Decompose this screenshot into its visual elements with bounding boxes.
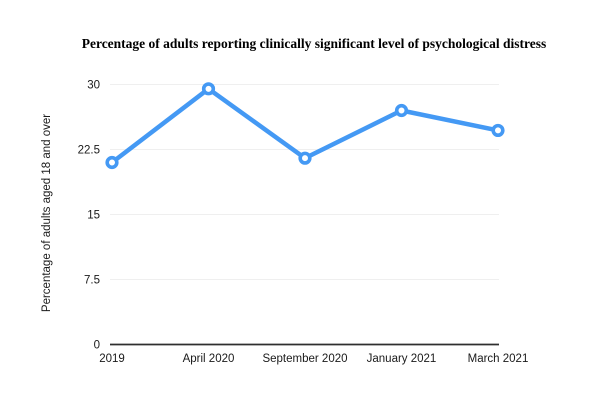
x-tick-label: March 2021 <box>468 353 529 365</box>
gridlines <box>110 84 499 280</box>
x-tick-label: 2019 <box>99 353 125 365</box>
series-line <box>109 86 501 165</box>
data-point-marker <box>491 123 505 138</box>
y-axis-labels: 0 7.5 15 22.5 30 <box>78 80 100 352</box>
chart-title: Percentage of adults reporting clinicall… <box>82 36 547 51</box>
data-point-marker <box>394 103 409 118</box>
data-point-marker <box>298 151 312 165</box>
x-tick-label: September 2020 <box>262 353 347 365</box>
y-tick-label: 7.5 <box>84 275 100 287</box>
series-path <box>109 86 501 165</box>
y-tick-label: 0 <box>94 340 100 352</box>
y-tick-label: 22.5 <box>78 145 100 157</box>
data-point-marker <box>105 155 119 170</box>
y-tick-label: 15 <box>87 210 100 222</box>
data-points <box>105 82 505 170</box>
y-axis-title: Percentage of adults aged 18 and over <box>41 114 53 312</box>
x-axis-labels: 2019 April 2020 September 2020 January 2021… <box>99 353 528 365</box>
data-point-marker <box>201 82 216 96</box>
x-tick-label: April 2020 <box>183 353 235 365</box>
x-tick-label: January 2021 <box>367 353 437 365</box>
y-tick-label: 30 <box>87 80 100 92</box>
